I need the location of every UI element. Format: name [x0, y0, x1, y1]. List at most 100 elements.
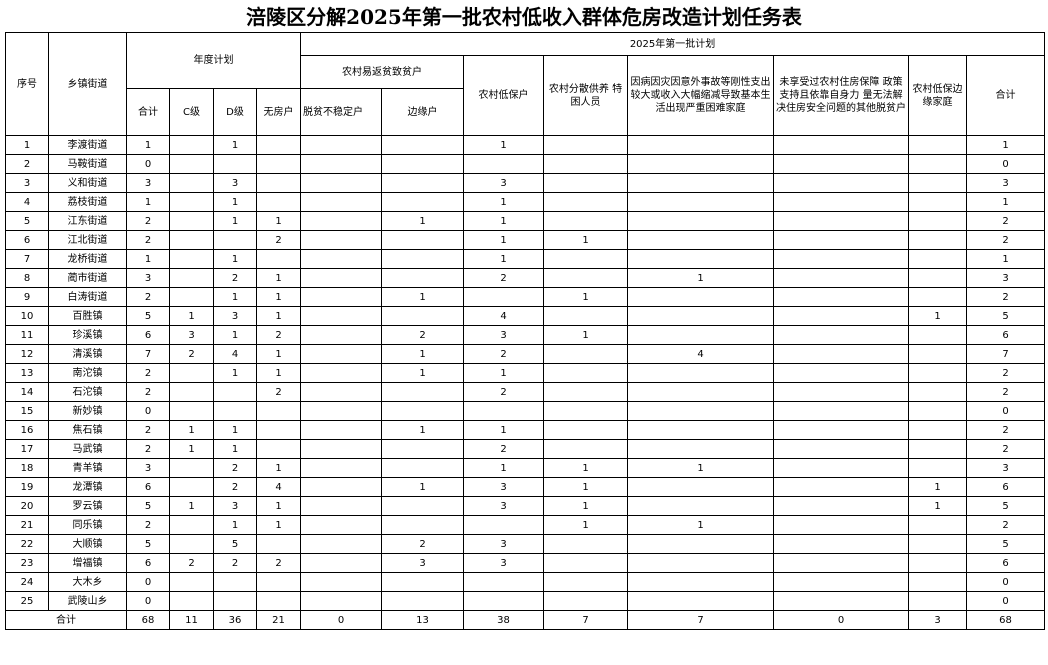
- row-cell: [300, 591, 382, 611]
- row-cell: [908, 515, 967, 535]
- row-seq: 24: [5, 572, 49, 592]
- row-cell: [543, 306, 628, 326]
- row-cell: 2: [256, 553, 301, 573]
- row-cell: 1: [381, 344, 464, 364]
- row-cell: [169, 135, 214, 155]
- row-seq: 14: [5, 382, 49, 402]
- row-town: 江北街道: [48, 230, 127, 250]
- row-town: 蔺市街道: [48, 268, 127, 288]
- row-cell: 5: [213, 534, 257, 554]
- row-cell: [773, 382, 909, 402]
- row-town: 清溪镇: [48, 344, 127, 364]
- row-seq: 9: [5, 287, 49, 307]
- row-seq: 12: [5, 344, 49, 364]
- row-town: 大顺镇: [48, 534, 127, 554]
- row-cell: [543, 192, 628, 212]
- table-row: 2 马鞍街道 0 0: [5, 154, 1046, 174]
- row-cell: 1: [126, 135, 170, 155]
- row-cell: [627, 306, 774, 326]
- row-cell: 4: [627, 344, 774, 364]
- row-cell: [627, 553, 774, 573]
- row-cell: [169, 591, 214, 611]
- row-cell: 3: [965, 268, 1046, 288]
- row-cell: [908, 439, 967, 459]
- row-cell: [300, 287, 382, 307]
- row-cell: 6: [965, 553, 1046, 573]
- row-cell: [627, 287, 774, 307]
- row-cell: 1: [463, 192, 544, 212]
- row-cell: [300, 420, 382, 440]
- row-cell: [300, 325, 382, 345]
- row-seq: 25: [5, 591, 49, 611]
- header-batch-plan: 2025年第一批计划: [299, 32, 1046, 56]
- row-cell: 1: [213, 420, 257, 440]
- row-cell: [256, 439, 301, 459]
- row-town: 荔枝街道: [48, 192, 127, 212]
- row-cell: [381, 515, 464, 535]
- row-seq: 17: [5, 439, 49, 459]
- row-cell: [543, 363, 628, 383]
- row-town: 珍溪镇: [48, 325, 127, 345]
- row-town: 马武镇: [48, 439, 127, 459]
- row-cell: [908, 401, 967, 421]
- row-cell: 1: [256, 211, 301, 231]
- row-cell: [908, 211, 967, 231]
- row-cell: 0: [126, 401, 170, 421]
- row-cell: 1: [381, 477, 464, 497]
- row-cell: [300, 192, 382, 212]
- table-row: 9 白涛街道 2 1 1 1 1 2: [5, 287, 1046, 307]
- row-cell: 1: [543, 287, 628, 307]
- row-cell: [300, 515, 382, 535]
- row-cell: 1: [627, 458, 774, 478]
- row-cell: 5: [126, 496, 170, 516]
- row-cell: [300, 173, 382, 193]
- row-cell: [627, 401, 774, 421]
- table-row: 22 大顺镇 5 5 2 3 5: [5, 534, 1046, 554]
- row-cell: 1: [213, 287, 257, 307]
- row-cell: [773, 325, 909, 345]
- row-cell: 3: [463, 477, 544, 497]
- table-row: 12 清溪镇 7 2 4 1 1 2 4 7: [5, 344, 1046, 364]
- row-seq: 18: [5, 458, 49, 478]
- row-cell: 1: [381, 420, 464, 440]
- row-cell: [463, 515, 544, 535]
- row-cell: 0: [126, 591, 170, 611]
- row-cell: [773, 420, 909, 440]
- row-cell: 1: [213, 135, 257, 155]
- row-cell: [543, 268, 628, 288]
- row-cell: 5: [965, 534, 1046, 554]
- row-cell: [773, 458, 909, 478]
- row-cell: [627, 382, 774, 402]
- row-cell: 1: [213, 515, 257, 535]
- row-cell: [381, 230, 464, 250]
- row-cell: 2: [169, 553, 214, 573]
- row-cell: [256, 591, 301, 611]
- row-cell: [463, 154, 544, 174]
- row-cell: 1: [965, 249, 1046, 269]
- row-cell: [908, 344, 967, 364]
- table-row: 16 焦石镇 2 1 1 1 1 2: [5, 420, 1046, 440]
- task-table: 序号 乡镇街道 年度计划 2025年第一批计划 农村易返贫致贫户 农村低保户 农…: [5, 32, 1046, 630]
- row-seq: 20: [5, 496, 49, 516]
- row-cell: [543, 382, 628, 402]
- row-cell: 1: [169, 306, 214, 326]
- row-cell: [543, 344, 628, 364]
- row-cell: [300, 363, 382, 383]
- row-cell: [300, 382, 382, 402]
- row-cell: [256, 135, 301, 155]
- header-dibao: 农村低保户: [463, 55, 544, 136]
- row-cell: [381, 401, 464, 421]
- header-poverty-risk: 农村易返贫致贫户: [300, 55, 464, 89]
- row-cell: 5: [965, 306, 1046, 326]
- row-seq: 2: [5, 154, 49, 174]
- row-cell: [773, 534, 909, 554]
- table-row: 1 李渡街道 1 1 1 1: [5, 135, 1046, 155]
- row-cell: [169, 287, 214, 307]
- row-cell: 1: [256, 287, 301, 307]
- row-seq: 22: [5, 534, 49, 554]
- table-row: 13 南沱镇 2 1 1 1 1 2: [5, 363, 1046, 383]
- row-cell: 3: [126, 173, 170, 193]
- row-cell: [908, 173, 967, 193]
- row-cell: [381, 458, 464, 478]
- row-cell: [169, 249, 214, 269]
